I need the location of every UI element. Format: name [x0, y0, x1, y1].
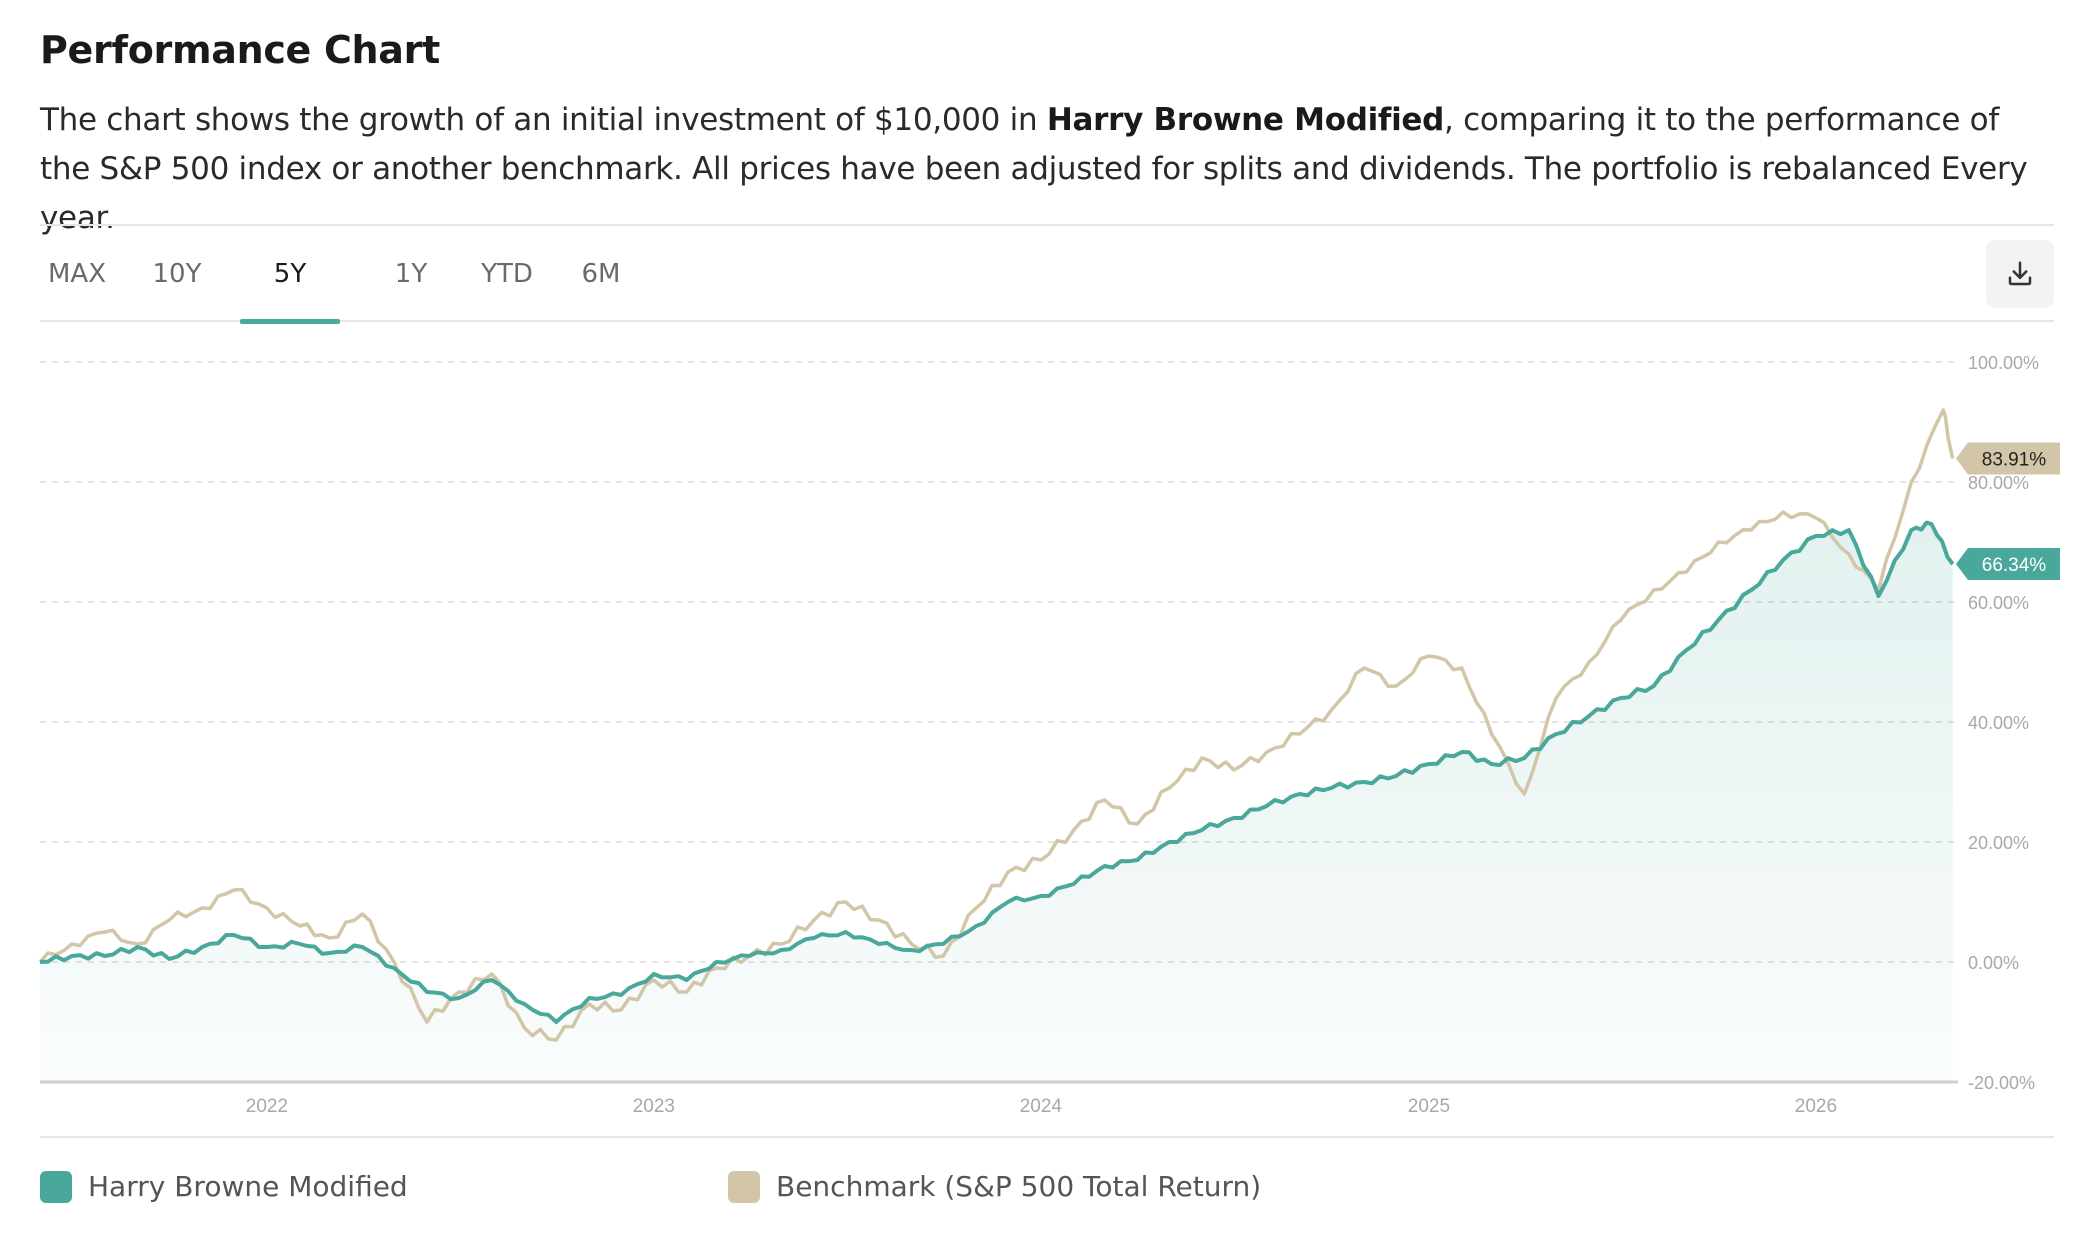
tab-label: 5Y — [273, 259, 307, 289]
description-text-1: The chart shows the growth of an initial… — [40, 102, 1047, 138]
x-tick-label: 2022 — [246, 1096, 288, 1117]
portfolio-area — [40, 522, 1953, 1082]
download-button[interactable] — [1986, 240, 2054, 308]
portfolio-line — [39, 520, 1955, 1024]
tab-10y[interactable]: 10Y — [140, 240, 214, 322]
tab-label: 1Y — [394, 259, 428, 289]
legend-label: Harry Browne Modified — [88, 1170, 408, 1203]
tab-label: MAX — [47, 259, 107, 289]
x-tick-label: 2025 — [1408, 1096, 1450, 1117]
legend-swatch — [40, 1170, 72, 1203]
y-tick-label: 0.00% — [1968, 953, 2019, 973]
tab-5y[interactable]: 5Y — [240, 240, 340, 324]
benchmark-line — [38, 408, 1955, 1042]
tab-6m[interactable]: 6M — [564, 240, 638, 322]
tab-label: 10Y — [152, 259, 202, 289]
divider — [40, 224, 2054, 226]
x-tick-label: 2024 — [1020, 1096, 1063, 1117]
active-tab-indicator — [240, 319, 340, 324]
x-tick-label: 2026 — [1795, 1096, 1837, 1117]
legend-item-benchmark[interactable]: Benchmark (S&P 500 Total Return) — [728, 1170, 1261, 1203]
y-tick-label: 20.00% — [1968, 833, 2029, 853]
end-value-label: 83.91% — [1982, 450, 2047, 471]
tab-max[interactable]: MAX — [40, 240, 114, 322]
legend-swatch — [728, 1170, 760, 1203]
y-tick-label: 60.00% — [1968, 593, 2029, 613]
y-tick-label: 100.00% — [1968, 353, 2039, 373]
chart-description: The chart shows the growth of an initial… — [40, 96, 2040, 243]
divider — [40, 1136, 2054, 1138]
end-value-label: 66.34% — [1982, 555, 2047, 576]
end-value-badge — [1956, 442, 2060, 475]
portfolio-name: Harry Browne Modified — [1046, 102, 1445, 138]
end-value-badge — [1956, 547, 2060, 580]
description-text-2: , comparing it to the performance of the… — [40, 102, 2028, 236]
x-tick-label: 2023 — [633, 1096, 675, 1117]
tab-ytd[interactable]: YTD — [462, 240, 552, 322]
tab-label: YTD — [481, 259, 533, 289]
timeframe-tabs: MAX 10Y 5Y 1Y YTD 6M — [40, 240, 2054, 324]
legend-label: Benchmark (S&P 500 Total Return) — [776, 1170, 1262, 1203]
y-tick-label: 80.00% — [1968, 473, 2029, 493]
page-title: Performance Chart — [40, 28, 440, 72]
legend-item-portfolio[interactable]: Harry Browne Modified — [40, 1170, 408, 1203]
tab-label: 6M — [581, 259, 621, 289]
download-icon — [2008, 261, 2032, 286]
y-tick-label: 40.00% — [1968, 713, 2029, 733]
performance-chart: 100.00% 80.00% 60.00% 40.00% 20.00% 0.00% -20.… — [38, 353, 2060, 1117]
y-tick-label: -20.00% — [1968, 1073, 2035, 1093]
tab-1y[interactable]: 1Y — [374, 240, 448, 322]
